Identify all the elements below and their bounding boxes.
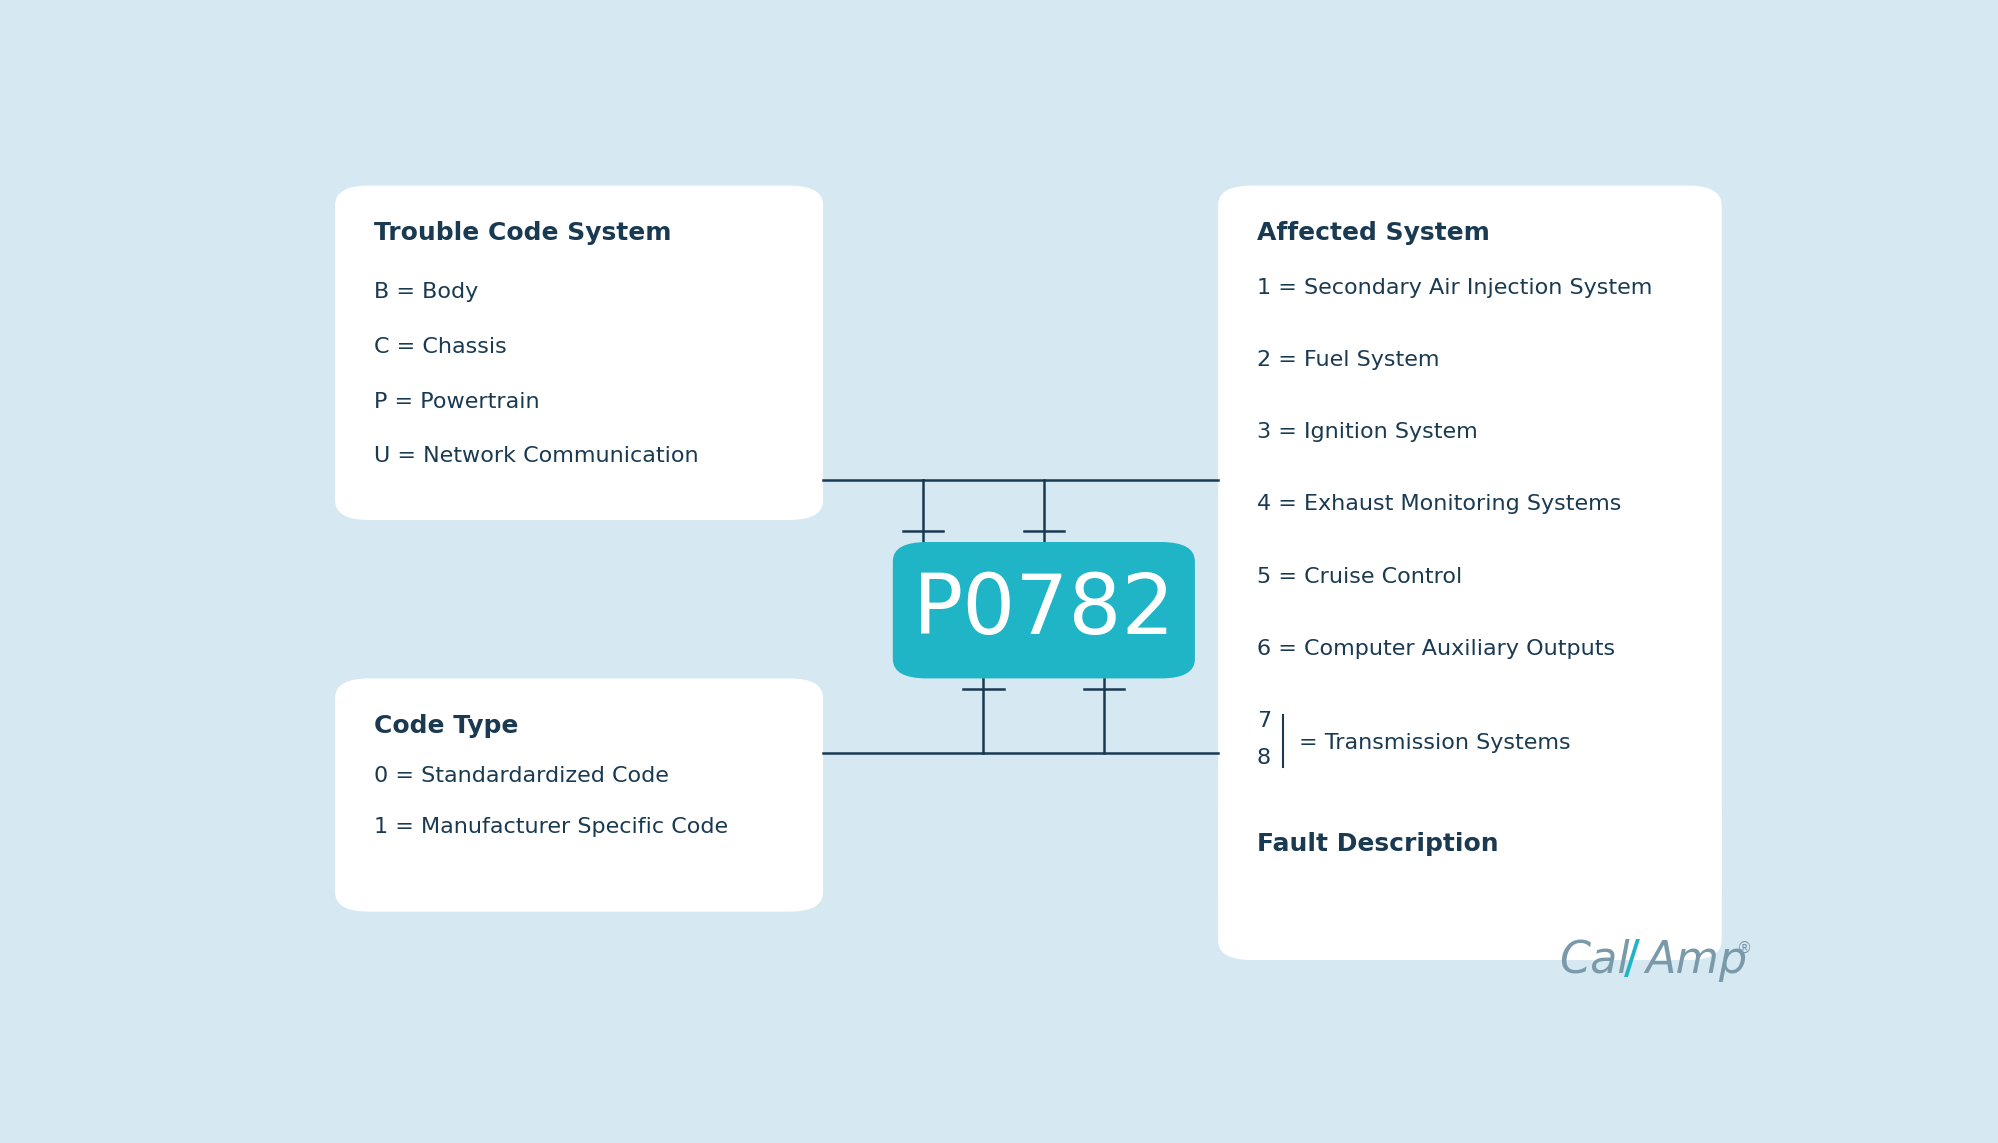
Text: 6 = Computer Auxiliary Outputs: 6 = Computer Auxiliary Outputs — [1257, 639, 1614, 658]
Text: U = Network Communication: U = Network Communication — [374, 446, 697, 466]
Text: 2 = Fuel System: 2 = Fuel System — [1257, 350, 1439, 370]
Text: Cal: Cal — [1558, 938, 1628, 982]
Text: 0 = Standardardized Code: 0 = Standardardized Code — [374, 767, 669, 786]
FancyBboxPatch shape — [1217, 185, 1720, 960]
Text: 1 = Manufacturer Specific Code: 1 = Manufacturer Specific Code — [374, 817, 727, 838]
Text: 1 = Secondary Air Injection System: 1 = Secondary Air Injection System — [1257, 278, 1652, 298]
Text: 4 = Exhaust Monitoring Systems: 4 = Exhaust Monitoring Systems — [1257, 495, 1620, 514]
Text: 8: 8 — [1257, 748, 1271, 768]
FancyBboxPatch shape — [336, 679, 823, 912]
Text: 5 = Cruise Control: 5 = Cruise Control — [1257, 567, 1461, 586]
Text: P = Powertrain: P = Powertrain — [374, 392, 539, 411]
Text: B = Body: B = Body — [374, 282, 478, 303]
Text: 7: 7 — [1257, 711, 1271, 732]
Text: Fault Description: Fault Description — [1257, 832, 1498, 856]
Text: Trouble Code System: Trouble Code System — [374, 221, 671, 245]
Text: C = Chassis: C = Chassis — [374, 337, 505, 357]
FancyBboxPatch shape — [336, 185, 823, 520]
Text: /: / — [1622, 937, 1638, 983]
Text: P0782: P0782 — [911, 569, 1175, 650]
Text: = Transmission Systems: = Transmission Systems — [1299, 733, 1570, 753]
Text: 3 = Ignition System: 3 = Ignition System — [1257, 422, 1477, 442]
FancyBboxPatch shape — [893, 542, 1195, 679]
Text: Amp: Amp — [1644, 938, 1746, 982]
Text: ®: ® — [1736, 941, 1752, 957]
FancyBboxPatch shape — [1217, 793, 1720, 912]
Text: Affected System: Affected System — [1257, 221, 1489, 245]
Text: Code Type: Code Type — [374, 713, 517, 737]
